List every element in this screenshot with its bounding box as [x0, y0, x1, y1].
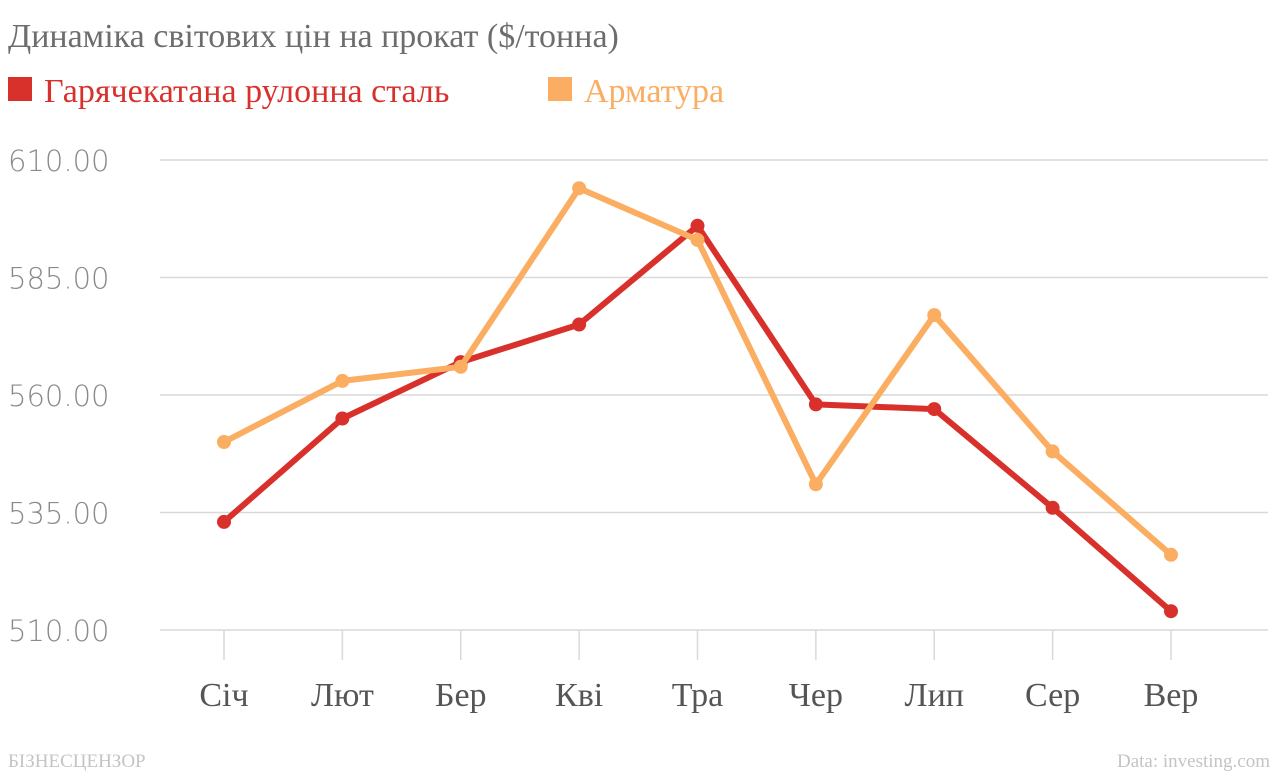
data-point: [690, 218, 705, 233]
y-axis-ticks: 510.00 535.00 560.00 585.00 610.00: [8, 144, 109, 648]
x-tick-label: Лют: [311, 677, 374, 714]
x-tick-label: Вер: [1144, 677, 1199, 714]
series-1: [217, 181, 1178, 562]
y-tick-label: 610.00: [8, 144, 109, 178]
data-point: [572, 181, 587, 196]
x-tick-label: Бер: [435, 677, 487, 714]
legend-label-hot-rolled-coil: Гарячекатана рулонна сталь: [44, 73, 449, 110]
y-tick-label: 560.00: [8, 379, 109, 413]
data-point: [927, 308, 942, 323]
legend-label-rebar: Арматура: [584, 73, 724, 110]
x-tick-label: Сер: [1025, 677, 1080, 714]
data-point: [1164, 604, 1178, 619]
x-tick-label: Січ: [199, 677, 248, 714]
data-point: [572, 317, 587, 332]
gridlines: [160, 159, 1268, 631]
data-point: [808, 397, 823, 412]
legend-swatch-hot-rolled-coil: [8, 77, 32, 101]
data-point: [335, 373, 350, 388]
y-tick-label: 585.00: [8, 262, 109, 296]
legend: Гарячекатана рулонна сталь Арматура: [8, 73, 724, 110]
y-tick-label: 510.00: [8, 614, 109, 648]
data-point: [335, 411, 350, 426]
x-tick-label: Чер: [789, 677, 843, 714]
x-tick-label: Лип: [905, 677, 964, 714]
data-point: [217, 435, 231, 449]
data-point: [453, 359, 468, 374]
data-point: [1045, 500, 1060, 515]
x-tick-label: Тра: [672, 677, 724, 714]
x-axis-ticks: Січ Лют Бер Кві Тра Чер Лип Сер Вер: [199, 630, 1198, 714]
series: [217, 181, 1178, 619]
chart-title: Динаміка світових цін на прокат ($/тонна…: [8, 18, 619, 55]
series-0: [217, 218, 1178, 619]
series-line-0: [221, 222, 1174, 615]
y-tick-label: 535.00: [8, 497, 109, 531]
legend-swatch-rebar: [548, 77, 572, 101]
data-point: [217, 514, 231, 529]
data-point: [1045, 444, 1060, 459]
footer-brand: БІЗНЕСЦЕНЗОР: [8, 751, 146, 772]
x-tick-label: Кві: [555, 677, 603, 714]
data-point: [1164, 547, 1178, 562]
data-point: [690, 232, 705, 247]
data-point: [808, 477, 823, 492]
footer-source: Data: investing.com: [1117, 751, 1270, 772]
data-point: [927, 402, 942, 417]
